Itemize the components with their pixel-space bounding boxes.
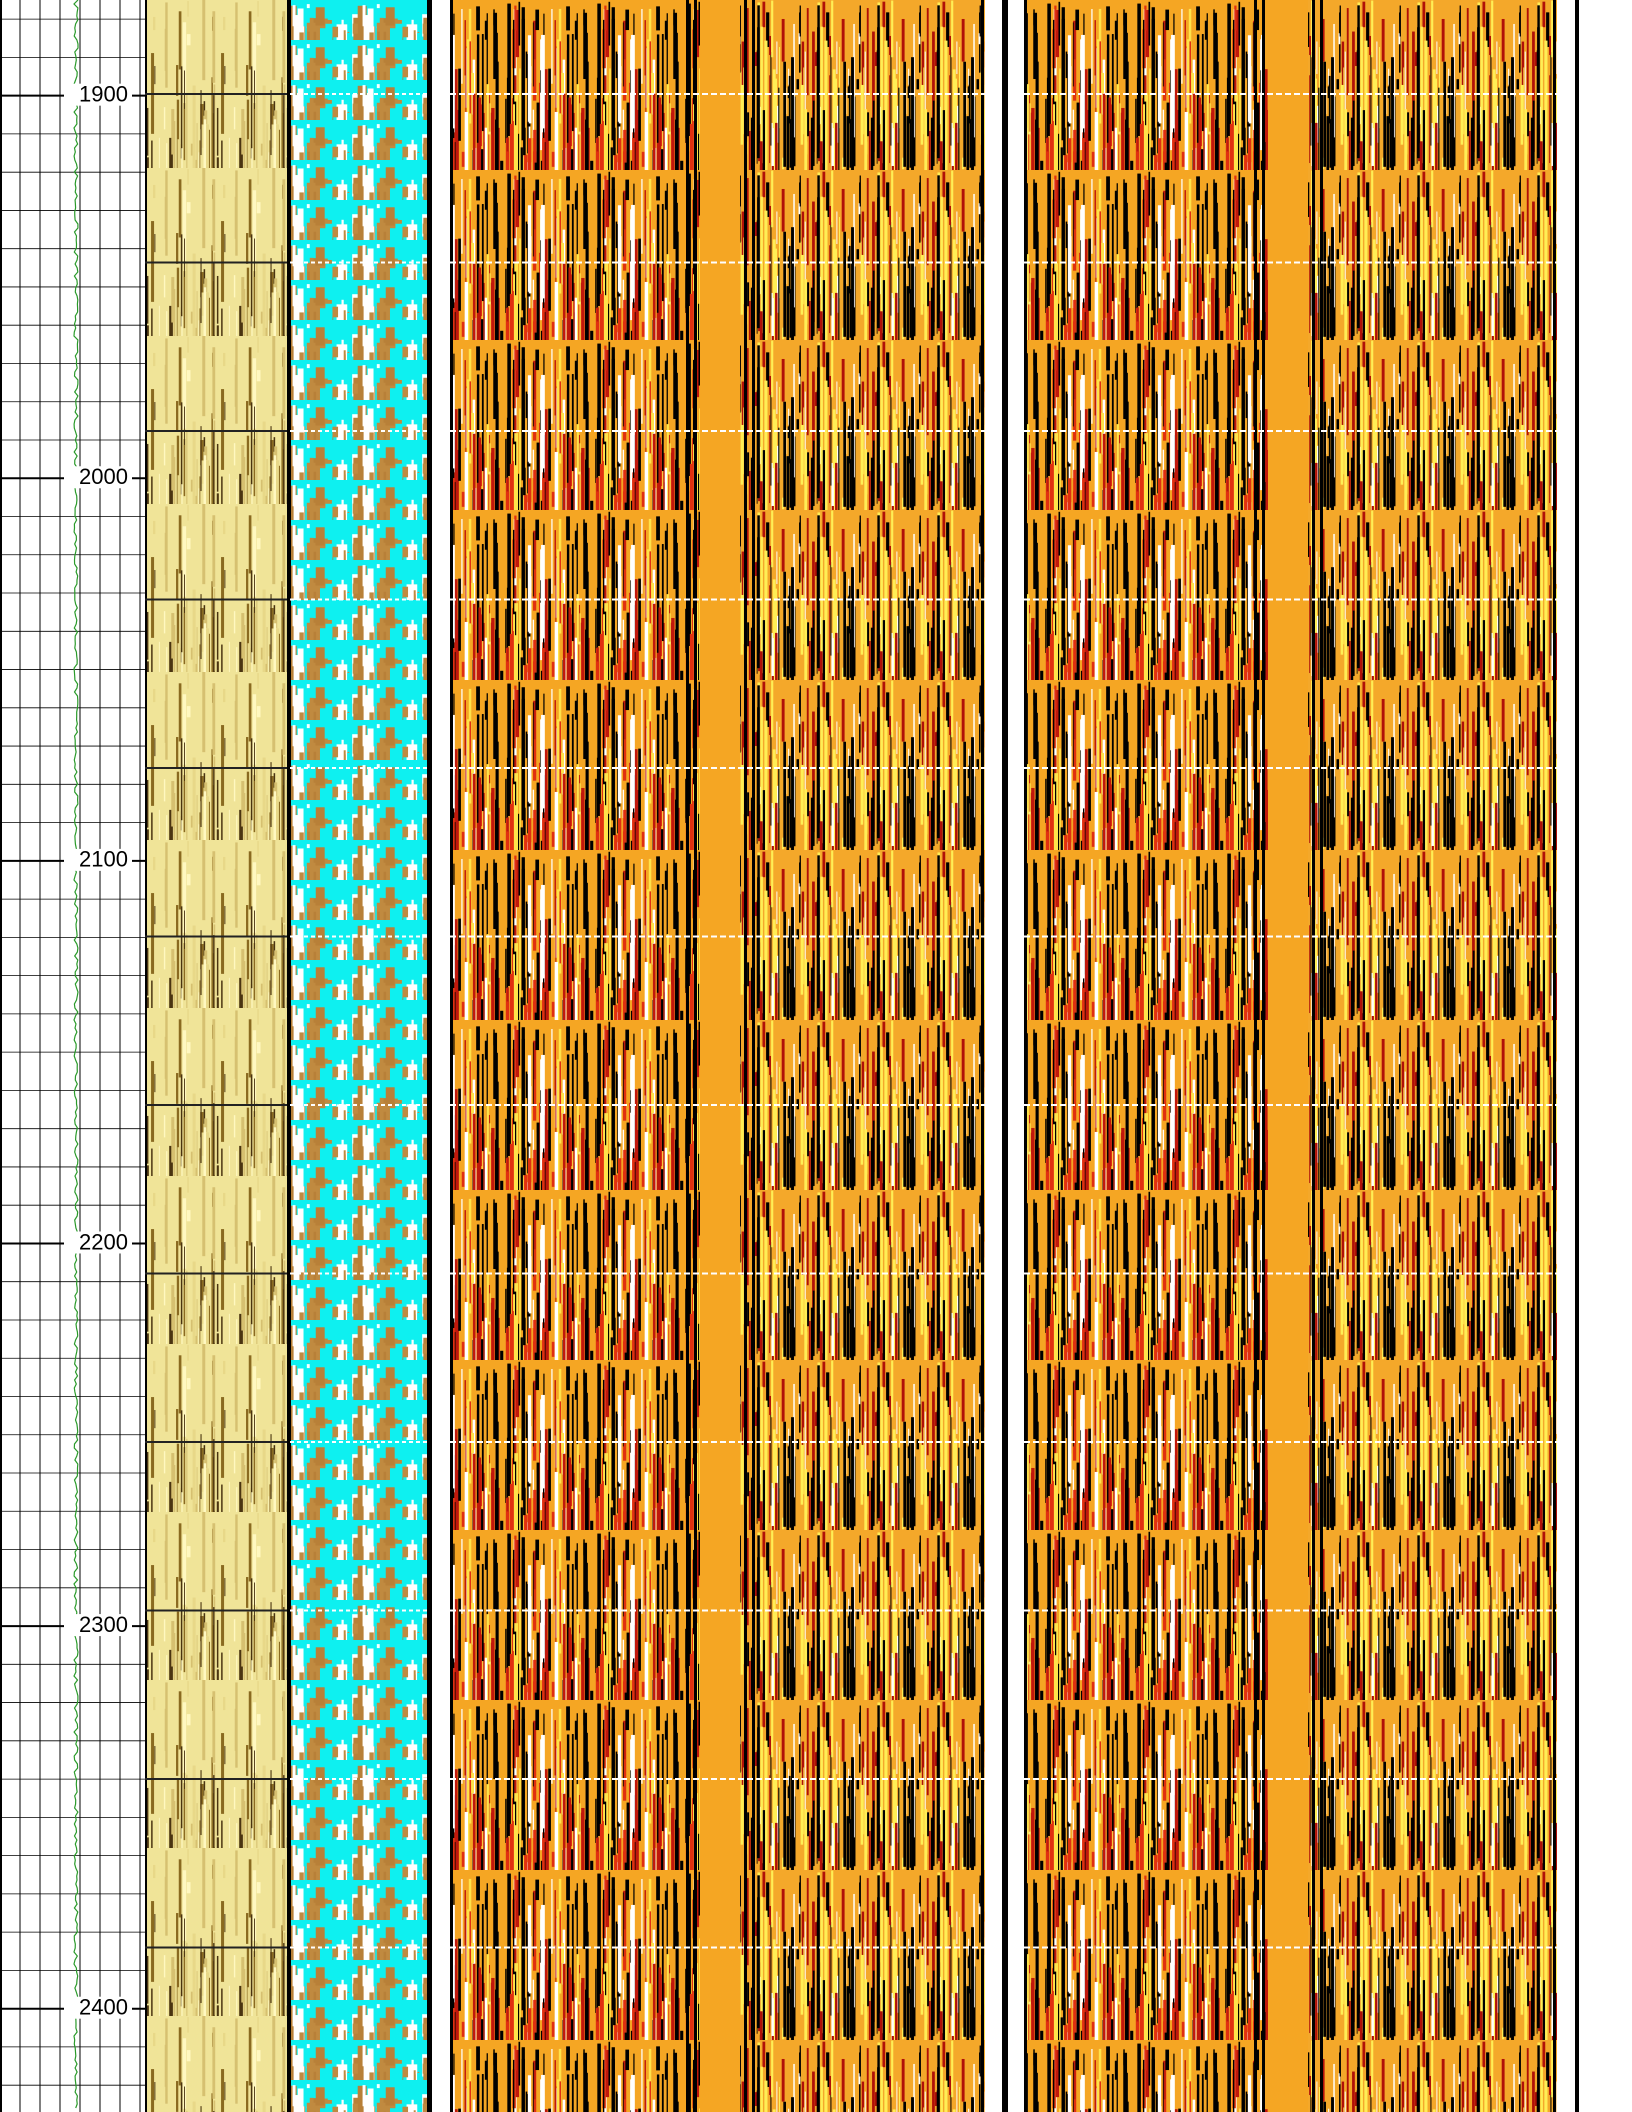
seismic-band (1268, 0, 1308, 2112)
seismic-image (1308, 0, 1557, 2112)
depth-label: 2200 (79, 1229, 128, 1254)
seismic-image (740, 0, 985, 2112)
seismic-band (700, 0, 740, 2112)
depth-track: 1900 2000 2100 2200 2300 2400 (0, 0, 145, 2112)
panel-divider (1002, 0, 1008, 2112)
seismic-edge (744, 0, 747, 2112)
seismic-edge (1254, 0, 1257, 2112)
label-bg (64, 1231, 132, 1254)
gamma-trace (73, 0, 79, 2109)
seismic-edge (1320, 0, 1323, 2112)
seismic-image (1024, 0, 1268, 2112)
seismic-edge (450, 0, 453, 2112)
track-border (287, 0, 291, 2112)
seismic-edge (1312, 0, 1315, 2112)
panel-divider (1575, 0, 1579, 2112)
seismic-edge (1553, 0, 1556, 2112)
seismic-edge (694, 0, 697, 2112)
label-bg (64, 83, 132, 106)
depth-label: 2300 (79, 1612, 128, 1637)
label-bg (64, 848, 132, 871)
label-bg (64, 1996, 132, 2019)
seismic-edge (1262, 0, 1265, 2112)
depth-label: 2400 (79, 1995, 128, 2020)
label-bg (64, 1614, 132, 1637)
seismic-image (450, 0, 700, 2112)
track-border (427, 0, 432, 2112)
seismic-edge (752, 0, 755, 2112)
facies-image (290, 0, 427, 2112)
depth-label: 2000 (79, 464, 128, 489)
depth-label: 2100 (79, 847, 128, 872)
seismic-edge (686, 0, 689, 2112)
core-image (145, 0, 287, 2112)
label-bg (64, 466, 132, 489)
seismic-edge (1024, 0, 1027, 2112)
image-tracks (143, 0, 1579, 2112)
seismic-edge (981, 0, 984, 2112)
depth-track-bg (0, 0, 145, 2112)
depth-label: 1900 (79, 81, 128, 106)
